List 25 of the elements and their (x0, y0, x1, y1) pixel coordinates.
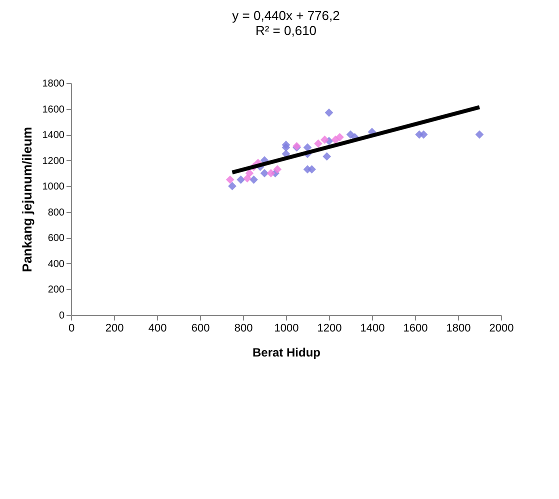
x-axis-title: Berat Hidup (252, 346, 321, 360)
x-tick-label: 600 (191, 322, 210, 334)
x-tick-label: 0 (68, 322, 75, 334)
x-tick-label: 1600 (403, 322, 428, 334)
text: R² = 0,610 (255, 23, 317, 38)
y-tick-label: 1800 (42, 78, 65, 90)
x-tick-label: 200 (105, 322, 124, 334)
y-tick-label: 1200 (42, 156, 65, 167)
x-tick-label: 1800 (446, 322, 471, 334)
y-tick-label: 400 (48, 258, 65, 270)
x-tick-label: 1400 (360, 322, 385, 334)
x-tick-label: 1200 (317, 322, 342, 334)
y-axis-title: Pankang jejunum/ileum (19, 126, 34, 272)
y-tick-label: 200 (48, 284, 65, 296)
y-tick-label: 1600 (42, 104, 65, 116)
y-tick-label: 1400 (42, 130, 65, 142)
text: y = 0,440x + 776,2 (232, 8, 340, 23)
x-tick-label: 800 (234, 322, 253, 334)
x-tick-label: 2000 (489, 322, 514, 334)
x-tick-label: 400 (148, 322, 167, 334)
y-tick-label: 600 (48, 233, 65, 244)
y-tick-label: 1000 (42, 182, 65, 193)
x-tick-label: 1000 (274, 322, 299, 334)
y-tick-label: 0 (58, 310, 65, 322)
y-tick-label: 800 (48, 207, 65, 218)
